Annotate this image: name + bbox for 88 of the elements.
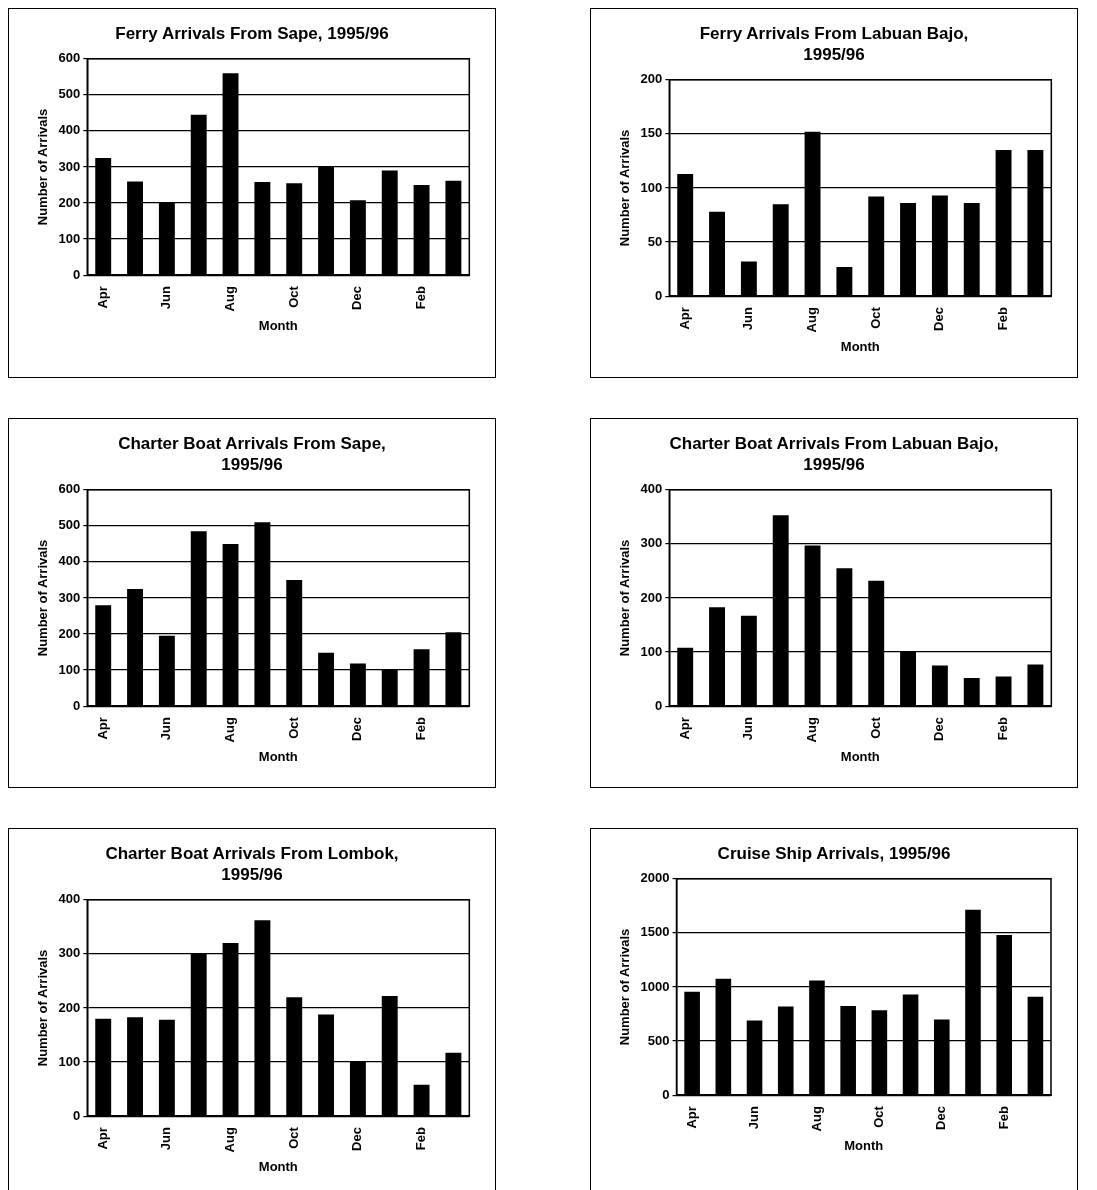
y-tick-label: 200 bbox=[58, 999, 81, 1015]
chart-title: Charter Boat Arrivals From Labuan Bajo, 1995/96 bbox=[669, 433, 999, 475]
x-tick-label: Feb bbox=[413, 717, 429, 741]
chart-title: Charter Boat Arrivals From Sape, 1995/96 bbox=[117, 433, 387, 475]
x-tick-label: Apr bbox=[683, 1106, 699, 1129]
y-tick-label: 300 bbox=[58, 945, 81, 961]
x-tick-label: Dec bbox=[931, 717, 947, 741]
y-tick-label: 500 bbox=[58, 517, 81, 533]
x-tick-label: Oct bbox=[285, 285, 301, 308]
x-tick-label: Feb bbox=[413, 1127, 429, 1151]
y-tick-label: 0 bbox=[655, 697, 663, 713]
x-tick-label: Apr bbox=[676, 307, 692, 330]
x-tick-label: Oct bbox=[285, 716, 301, 739]
x-tick-label: Apr bbox=[94, 717, 110, 740]
x-tick-label: Jun bbox=[158, 717, 174, 741]
y-tick-label: 50 bbox=[647, 233, 663, 249]
y-tick-label: 300 bbox=[58, 589, 81, 605]
x-tick-label: Feb bbox=[995, 307, 1011, 331]
y-tick-label: 2000 bbox=[640, 870, 670, 886]
y-tick-label: 150 bbox=[640, 125, 663, 141]
y-axis-title: Number of Arrivals bbox=[617, 928, 633, 1046]
y-tick-label: 0 bbox=[655, 287, 663, 303]
y-tick-label: 300 bbox=[640, 535, 663, 551]
y-tick-label: 200 bbox=[58, 625, 81, 641]
x-tick-label: Dec bbox=[349, 1127, 365, 1151]
x-axis-title: Month bbox=[844, 1137, 884, 1153]
x-tick-label: Oct bbox=[867, 306, 883, 329]
x-tick-label: Jun bbox=[740, 717, 756, 741]
x-tick-label: Feb bbox=[995, 1106, 1011, 1130]
chart-title: Ferry Arrivals From Sape, 1995/96 bbox=[114, 23, 390, 44]
x-tick-label: Dec bbox=[931, 307, 947, 331]
x-tick-label: Aug bbox=[808, 1106, 824, 1132]
x-tick-label: Dec bbox=[349, 717, 365, 741]
y-tick-label: 600 bbox=[58, 481, 81, 497]
x-tick-label: Oct bbox=[285, 1126, 301, 1149]
x-tick-label: Oct bbox=[867, 716, 883, 739]
y-axis-title: Number of Arrivals bbox=[35, 949, 51, 1067]
x-tick-label: Apr bbox=[94, 286, 110, 309]
x-axis-title: Month bbox=[258, 317, 298, 333]
y-tick-label: 400 bbox=[58, 122, 81, 138]
y-tick-label: 0 bbox=[73, 1107, 81, 1123]
x-tick-label: Aug bbox=[222, 717, 238, 743]
y-tick-label: 200 bbox=[640, 71, 663, 87]
y-tick-label: 200 bbox=[58, 194, 81, 210]
x-tick-label: Jun bbox=[746, 1106, 762, 1130]
chart-title: Ferry Arrivals From Labuan Bajo, 1995/96 bbox=[698, 23, 970, 65]
y-tick-label: 100 bbox=[58, 661, 81, 677]
x-tick-label: Apr bbox=[94, 1127, 110, 1150]
y-tick-label: 0 bbox=[662, 1086, 670, 1102]
y-axis-title: Number of Arrivals bbox=[617, 129, 633, 247]
y-tick-label: 100 bbox=[58, 1053, 81, 1069]
y-tick-label: 400 bbox=[58, 553, 81, 569]
y-tick-label: 100 bbox=[58, 230, 81, 246]
y-tick-label: 100 bbox=[640, 643, 663, 659]
y-tick-label: 1000 bbox=[640, 978, 670, 994]
chart-title: Cruise Ship Arrivals, 1995/96 bbox=[716, 843, 952, 864]
x-tick-label: Aug bbox=[804, 717, 820, 743]
x-axis-title: Month bbox=[840, 338, 880, 354]
x-tick-label: Aug bbox=[222, 1127, 238, 1153]
x-tick-label: Apr bbox=[676, 717, 692, 740]
x-tick-label: Jun bbox=[158, 1127, 174, 1151]
y-axis-title: Number of Arrivals bbox=[35, 108, 51, 226]
y-tick-label: 1500 bbox=[640, 924, 670, 940]
x-axis-title: Month bbox=[258, 748, 298, 764]
y-tick-label: 100 bbox=[640, 179, 663, 195]
chart-title: Charter Boat Arrivals From Lombok, 1995/96 bbox=[104, 843, 400, 885]
y-tick-label: 600 bbox=[58, 50, 81, 66]
x-tick-label: Aug bbox=[804, 307, 820, 333]
x-tick-label: Feb bbox=[413, 286, 429, 310]
x-axis-title: Month bbox=[840, 748, 880, 764]
y-tick-label: 500 bbox=[58, 86, 81, 102]
y-tick-label: 200 bbox=[640, 589, 663, 605]
y-tick-label: 500 bbox=[647, 1032, 670, 1048]
y-tick-label: 300 bbox=[58, 158, 81, 174]
x-axis-title: Month bbox=[258, 1158, 298, 1174]
y-tick-label: 0 bbox=[73, 697, 81, 713]
x-tick-label: Dec bbox=[933, 1106, 949, 1130]
y-tick-label: 0 bbox=[73, 266, 81, 282]
y-axis-title: Number of Arrivals bbox=[617, 539, 633, 657]
y-axis-title: Number of Arrivals bbox=[35, 539, 51, 657]
x-tick-label: Oct bbox=[870, 1105, 886, 1128]
x-tick-label: Dec bbox=[349, 286, 365, 310]
y-tick-label: 400 bbox=[58, 891, 81, 907]
x-tick-label: Jun bbox=[158, 286, 174, 310]
y-tick-label: 400 bbox=[640, 481, 663, 497]
x-tick-label: Aug bbox=[222, 286, 238, 312]
x-tick-label: Feb bbox=[995, 717, 1011, 741]
x-tick-label: Jun bbox=[740, 307, 756, 331]
